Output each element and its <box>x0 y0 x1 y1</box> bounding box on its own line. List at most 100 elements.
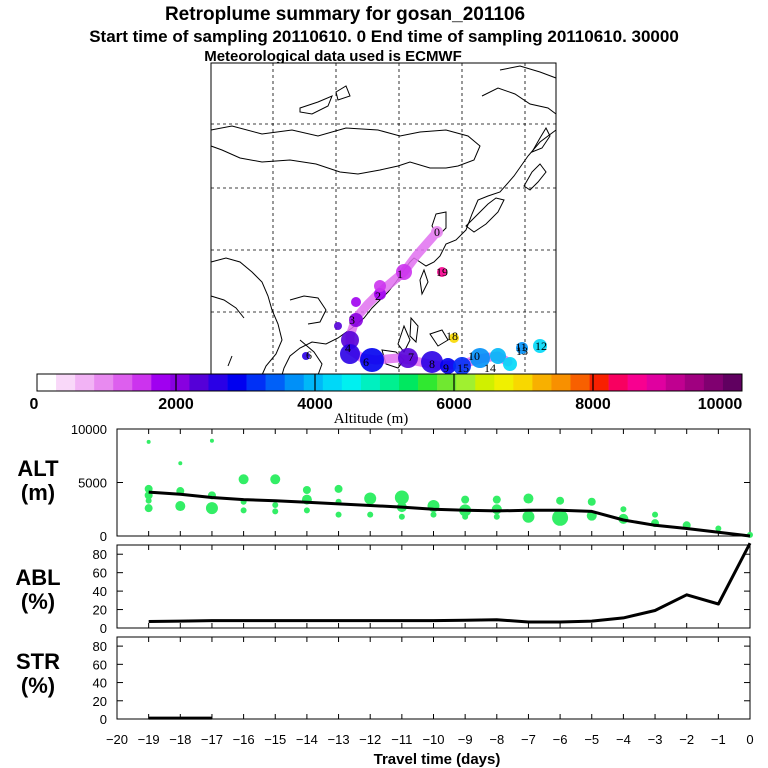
altitude-point <box>552 509 569 526</box>
x-tick-label: −20 <box>106 732 128 747</box>
altitude-colorbar: 0 2000 4000 6000 8000 10000 Altitude (m) <box>30 373 743 427</box>
altitude-point <box>334 484 343 493</box>
colorbar-cell <box>94 374 114 391</box>
x-tick-label: −12 <box>359 732 381 747</box>
str-ylabel: STR <box>16 649 60 674</box>
plume-label: 1 <box>397 267 403 281</box>
plume-marker <box>374 280 386 292</box>
colorbar-cell <box>475 374 495 391</box>
alt-plot: 0 5000 10000 <box>71 422 753 544</box>
x-tick-label: −10 <box>422 732 444 747</box>
x-axis-label: Travel time (days) <box>374 751 501 768</box>
y-tick-label: 20 <box>93 694 107 709</box>
plume-marker <box>431 226 443 238</box>
altitude-point <box>715 525 722 532</box>
colorbar-cell <box>265 374 285 391</box>
y-tick-label: 20 <box>93 603 107 618</box>
x-tick-label: −7 <box>521 732 536 747</box>
x-tick-label: −18 <box>169 732 191 747</box>
map-frame <box>210 62 557 376</box>
x-tick-label: −8 <box>489 732 504 747</box>
colorbar-cell <box>132 374 152 391</box>
altitude-point <box>652 511 659 518</box>
colorbar-tick-0: 0 <box>30 396 39 413</box>
plume-marker <box>351 297 361 307</box>
title-line-3: Meteorological data used is ECMWF <box>204 48 462 65</box>
x-tick-label: −2 <box>679 732 694 747</box>
altitude-point <box>303 507 310 514</box>
str-panel-frame <box>116 636 751 720</box>
colorbar-cell <box>37 374 57 391</box>
colorbar-cell <box>360 374 381 391</box>
altitude-point <box>238 474 249 485</box>
altitude-point <box>146 439 151 444</box>
altitude-point <box>461 495 470 504</box>
plume-marker <box>453 357 471 375</box>
altitude-point <box>175 501 186 512</box>
x-tick-label: −4 <box>616 732 631 747</box>
colorbar-cell <box>532 374 552 391</box>
x-tick-label: −6 <box>553 732 568 747</box>
colorbar-cell <box>189 374 209 391</box>
x-tick-label: −5 <box>584 732 599 747</box>
y-tick-label: 80 <box>93 639 107 654</box>
colorbar-cell <box>437 374 457 391</box>
colorbar-cell <box>284 374 305 391</box>
plume-label: 10 <box>468 349 480 363</box>
plume-label: 12 <box>535 339 547 353</box>
altitude-point <box>620 506 627 513</box>
colorbar-frame <box>36 373 743 392</box>
altitude-point <box>430 511 437 518</box>
colorbar-cell <box>646 374 667 391</box>
altitude-point <box>462 513 469 520</box>
plume-markers <box>302 226 547 375</box>
colorbar-cell <box>722 374 743 391</box>
colorbar-tick-4000: 4000 <box>297 396 333 413</box>
y-tick-label: 40 <box>93 584 107 599</box>
colorbar-tick-2000: 2000 <box>158 396 194 413</box>
series-line <box>148 542 752 624</box>
colorbar-cell <box>494 374 514 391</box>
colorbar-cell <box>665 374 686 391</box>
plume-marker <box>396 264 412 280</box>
colorbar-label: Altitude (m) <box>334 411 409 427</box>
altitude-point <box>270 474 281 485</box>
title-line-1: Retroplume summary for gosan_201106 <box>165 4 525 25</box>
plume-label: 14 <box>484 361 496 375</box>
colorbar-cell <box>322 374 343 391</box>
x-tick-label: −19 <box>138 732 160 747</box>
altitude-point <box>205 502 218 515</box>
colorbar-cell <box>56 374 76 391</box>
altitude-point <box>492 495 501 504</box>
x-tick-label: −14 <box>296 732 318 747</box>
colorbar-cell <box>703 374 724 391</box>
altitude-point <box>523 493 534 504</box>
y-tick-label: 10000 <box>71 422 107 437</box>
altitude-point <box>367 511 374 518</box>
altitude-point <box>556 496 565 505</box>
y-tick-label: 60 <box>93 566 107 581</box>
plume-marker <box>302 352 310 360</box>
altitude-point <box>145 497 152 504</box>
colorbar-tick-10000: 10000 <box>698 396 743 413</box>
plume-marker <box>503 357 517 371</box>
y-tick-label: 0 <box>100 712 107 727</box>
plume-marker <box>360 348 384 372</box>
plume-label: 6 <box>306 348 312 362</box>
plume-label: 2 <box>375 289 381 303</box>
str-ylabel-unit: (%) <box>21 673 55 698</box>
x-tick-label: −17 <box>201 732 223 747</box>
abl-plot: 0 20 40 60 80 <box>93 542 752 636</box>
colorbar-cell <box>75 374 95 391</box>
plume-marker <box>334 322 342 330</box>
colorbar-cell <box>113 374 133 391</box>
colorbar-cell <box>399 374 419 391</box>
altitude-point <box>364 492 377 505</box>
colorbar-cell <box>170 374 190 391</box>
altitude-point <box>144 504 153 513</box>
colorbar-cell <box>303 374 324 391</box>
plume-label: 8 <box>429 357 435 371</box>
y-tick-label: 60 <box>93 657 107 672</box>
